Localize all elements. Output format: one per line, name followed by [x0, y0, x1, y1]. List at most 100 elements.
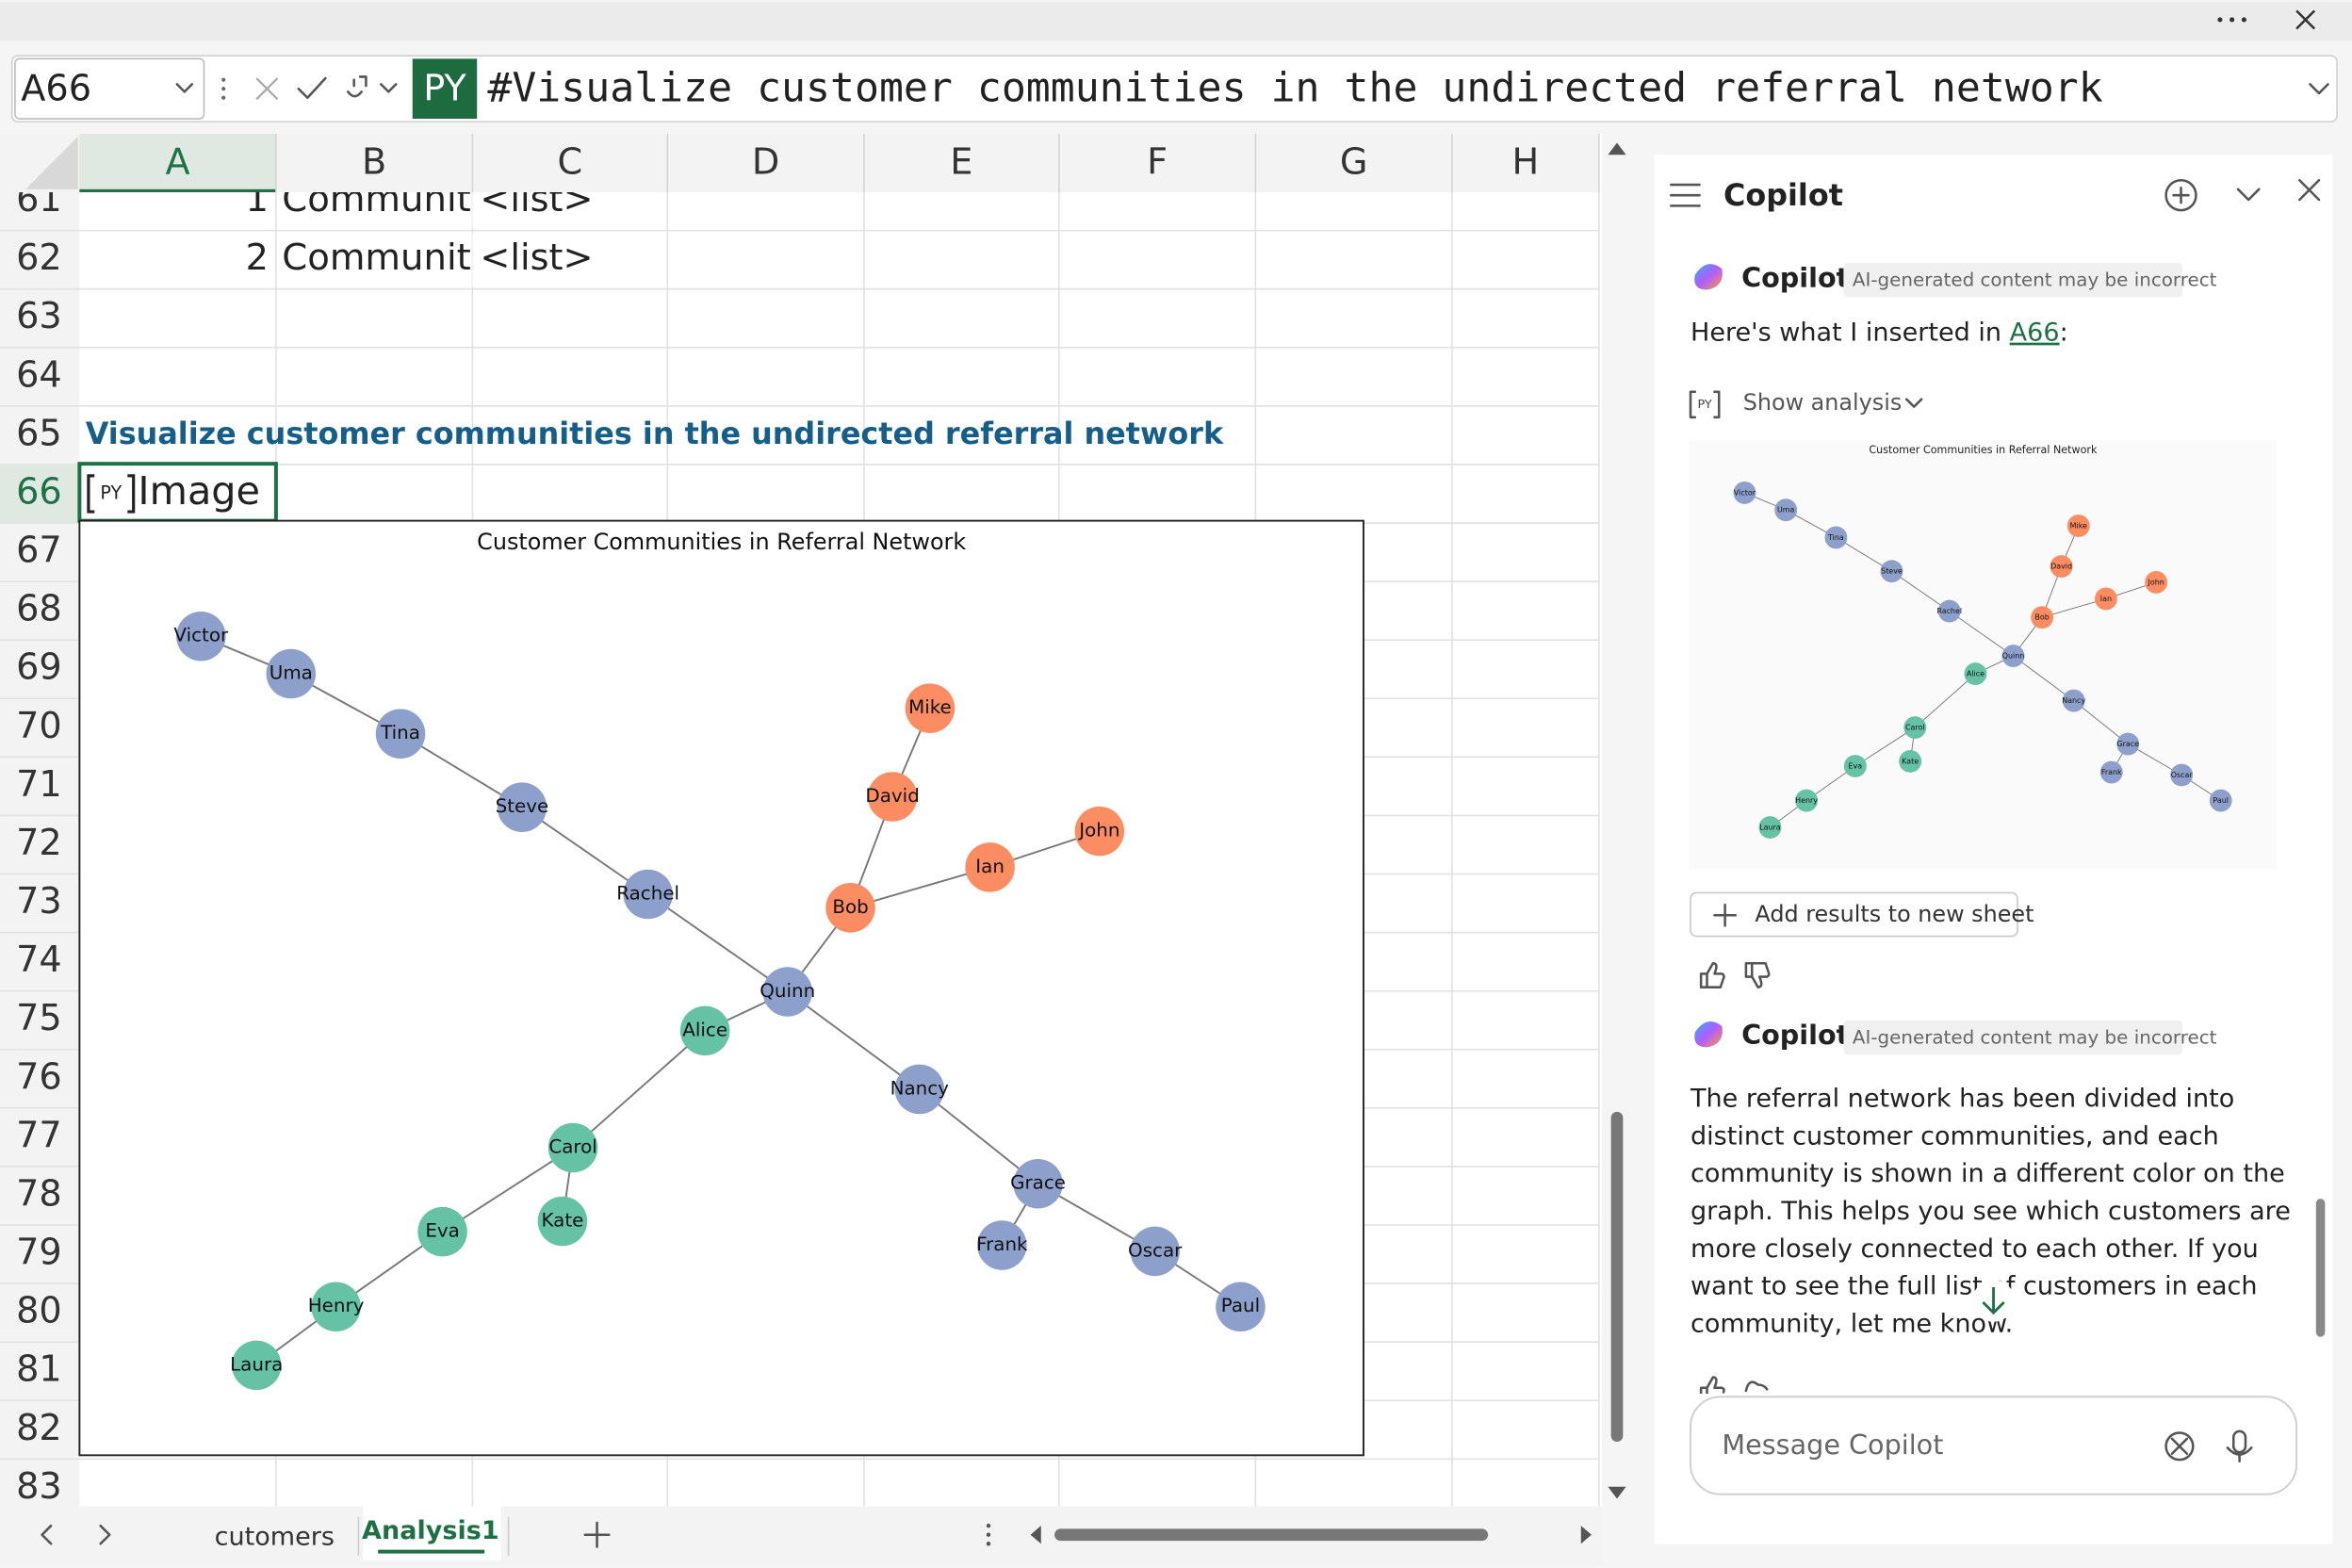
prompt-button[interactable]	[2164, 1431, 2195, 1462]
cell-link[interactable]: A66	[2010, 318, 2060, 347]
node-label: Oscar	[2171, 771, 2194, 779]
close-panel[interactable]	[2298, 179, 2321, 202]
row-header: 66	[16, 471, 62, 513]
node	[417, 1206, 467, 1257]
cell-text: Image	[138, 468, 260, 514]
node	[1758, 816, 1782, 839]
row-header: 67	[16, 531, 62, 572]
scroll-thumb[interactable]	[1610, 1111, 1624, 1443]
column-headers: A B C D E F G H	[166, 133, 1600, 193]
row-header: 73	[16, 881, 62, 923]
py-icon-text: PY	[1698, 398, 1712, 412]
chevron[interactable]	[175, 83, 194, 93]
thumbs-up[interactable]	[1699, 961, 1725, 988]
thumbs-down[interactable]	[1744, 961, 1771, 988]
node	[1074, 806, 1125, 857]
more-button[interactable]	[2217, 17, 2246, 23]
menu-button[interactable]	[1670, 183, 1701, 207]
enter-button[interactable]	[297, 76, 327, 100]
node	[311, 1282, 361, 1332]
node-label: Eva	[425, 1220, 459, 1242]
chevron[interactable]	[1904, 398, 1923, 408]
thumbnail-title: Customer Communities in Referral Network	[1869, 444, 2098, 456]
node-label: Grace	[1010, 1172, 1066, 1194]
selected-row-header	[0, 464, 80, 524]
column-header: E	[950, 141, 972, 183]
tab-prev[interactable]	[41, 1524, 53, 1545]
edge	[2013, 655, 2074, 701]
hscroll-left[interactable]	[1030, 1526, 1041, 1544]
name-box[interactable]	[14, 57, 205, 120]
formula-text[interactable]: #Visualize customer communities in the u…	[487, 64, 2103, 111]
close-button[interactable]	[2295, 9, 2316, 30]
node	[679, 1005, 730, 1056]
collapse-button[interactable]	[2236, 188, 2261, 202]
selected-column-indicator	[79, 188, 276, 193]
copilot-logo	[1694, 264, 1723, 290]
scroll-down[interactable]	[1608, 1486, 1626, 1499]
cell-text: <list>	[480, 179, 593, 220]
tab-options[interactable]	[986, 1523, 991, 1546]
sender-name: Copilot	[1741, 261, 1850, 293]
message-line: graph. This helps you see which customer…	[1690, 1197, 2291, 1226]
scroll-up[interactable]	[1608, 142, 1626, 155]
sheet-tab-active[interactable]: Analysis1	[362, 1516, 499, 1545]
py-icon	[1689, 390, 1721, 419]
node	[2095, 587, 2117, 611]
node-label: Steve	[1881, 567, 1903, 576]
row-header: 69	[16, 647, 62, 689]
message-input[interactable]	[1690, 1396, 2298, 1495]
row-header: 82	[16, 1408, 62, 1449]
input-placeholder: Message Copilot	[1722, 1429, 1943, 1461]
node	[266, 648, 317, 699]
tab-next[interactable]	[99, 1524, 111, 1545]
node	[905, 683, 956, 733]
plus-icon	[1713, 903, 1738, 927]
node	[1937, 599, 1961, 623]
edge	[572, 1030, 706, 1149]
node	[2031, 606, 2054, 629]
cell-text: Communit	[282, 237, 471, 279]
row-header: 79	[16, 1233, 62, 1274]
add-sheet[interactable]	[583, 1521, 611, 1548]
hscroll-right[interactable]	[1580, 1526, 1592, 1544]
show-analysis[interactable]: Show analysis	[1743, 389, 1903, 416]
new-chat-button[interactable]	[2164, 179, 2197, 212]
node-label: Tina	[1827, 533, 1844, 542]
thumbs-down[interactable]	[1744, 1380, 1769, 1393]
py-cell-icon-text: PY	[100, 482, 122, 503]
cell-number: 1	[246, 179, 269, 220]
node	[1795, 789, 1819, 812]
node	[547, 1122, 598, 1173]
edge	[442, 1147, 574, 1233]
thumbnail-graph: Victor Uma Tina Steve Rachel Quinn Nancy Grace F…	[1733, 481, 2232, 839]
ai-badge	[1843, 1020, 2183, 1055]
add-results-button[interactable]	[1690, 891, 2018, 938]
row-header: 62	[16, 237, 62, 279]
column-header: H	[1512, 141, 1540, 183]
node	[2116, 732, 2140, 756]
py-badge[interactable]	[412, 58, 478, 120]
edge	[2073, 700, 2129, 744]
selected-column-header	[79, 133, 276, 193]
node	[1013, 1158, 1063, 1209]
node	[1880, 560, 1903, 583]
node-label: Quinn	[2002, 652, 2025, 661]
function-button[interactable]	[347, 75, 368, 98]
mic-button[interactable]	[2226, 1429, 2253, 1462]
panel-scroll-thumb[interactable]	[2315, 1199, 2326, 1337]
edge	[1854, 727, 1916, 767]
ai-badge-text: AI-generated content may be incorrect	[1853, 269, 2217, 290]
cell-text: <list>	[480, 237, 593, 279]
cancel-button[interactable]	[255, 77, 279, 101]
message-text-part: Here's what I inserted in	[1690, 318, 2010, 347]
sheet-tab[interactable]: cutomers	[215, 1522, 335, 1551]
node	[375, 709, 426, 759]
node	[977, 1220, 1027, 1270]
expand-formula[interactable]	[2309, 83, 2329, 95]
row-header: 80	[16, 1291, 62, 1332]
hscroll-thumb[interactable]	[1054, 1528, 1489, 1542]
node-label: Uma	[270, 662, 313, 683]
chevron[interactable]	[380, 83, 398, 93]
node	[1843, 755, 1867, 777]
